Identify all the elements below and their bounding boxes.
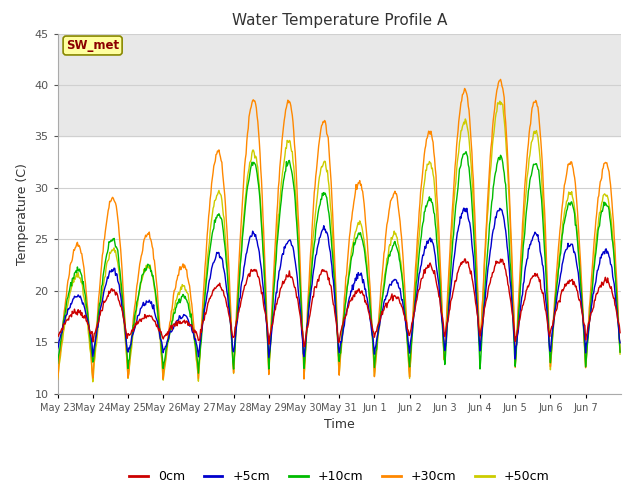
Legend: 0cm, +5cm, +10cm, +30cm, +50cm: 0cm, +5cm, +10cm, +30cm, +50cm bbox=[124, 465, 554, 480]
Text: SW_met: SW_met bbox=[66, 39, 119, 52]
Y-axis label: Temperature (C): Temperature (C) bbox=[16, 163, 29, 264]
X-axis label: Time: Time bbox=[324, 418, 355, 431]
Bar bbox=[58, 34, 621, 136]
Title: Water Temperature Profile A: Water Temperature Profile A bbox=[232, 13, 447, 28]
